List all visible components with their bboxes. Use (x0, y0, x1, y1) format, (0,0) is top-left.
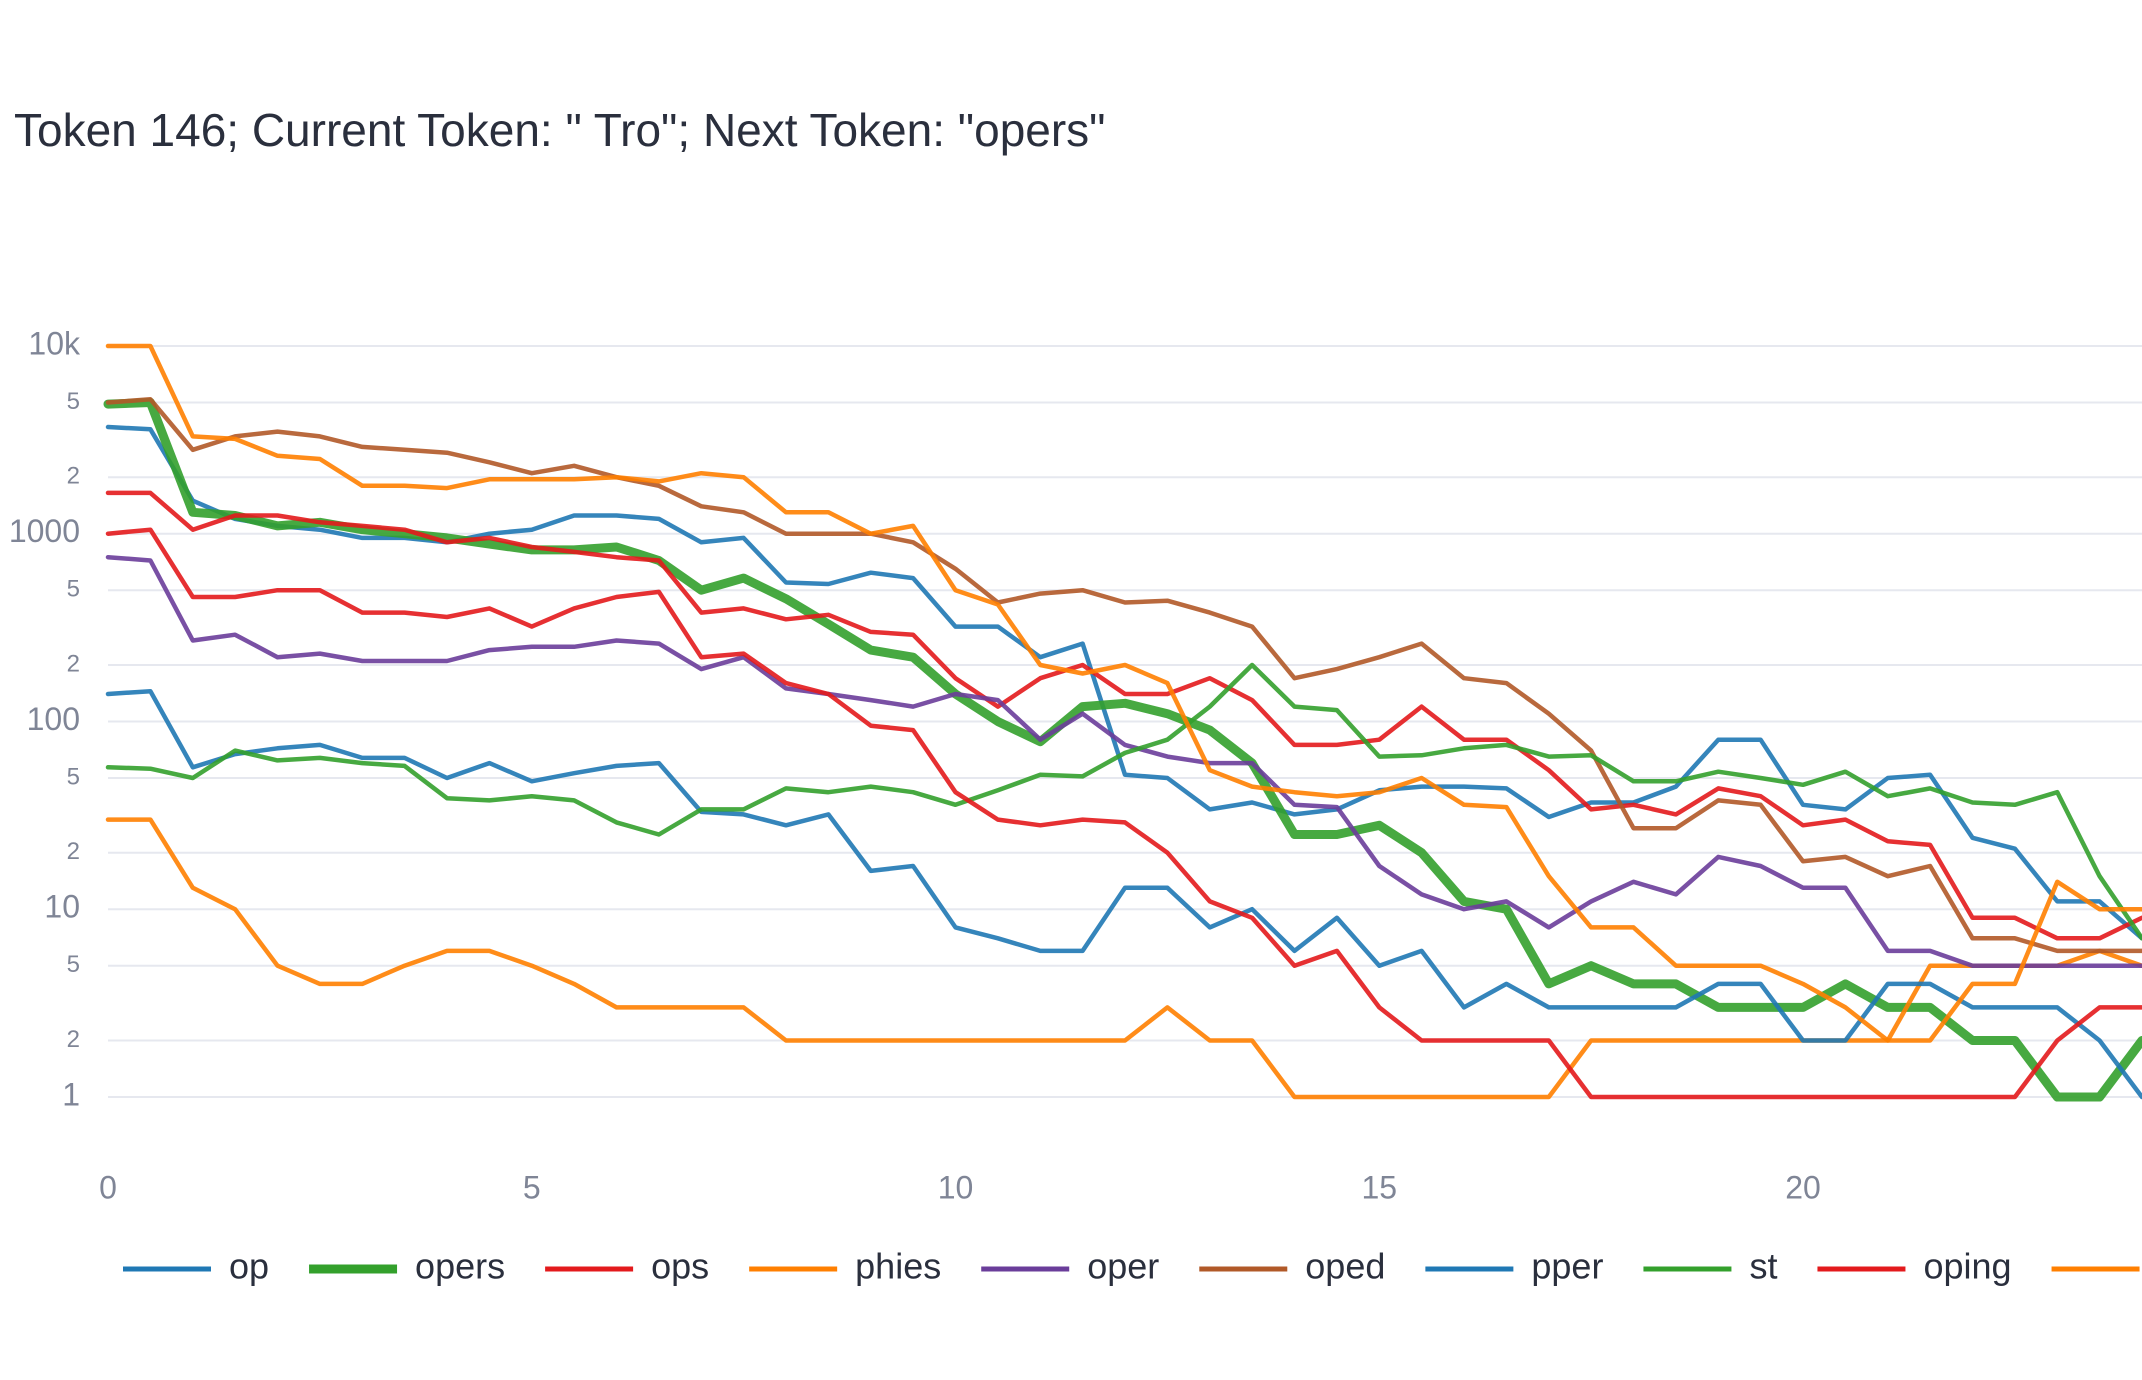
series-line (103, 398, 2142, 1102)
x-tick-label: 0 (99, 1169, 117, 1205)
y-tick-label: 1 (62, 1076, 80, 1112)
x-tick-label: 5 (523, 1169, 541, 1205)
series-line (105, 554, 2142, 968)
series-line (105, 490, 2142, 941)
legend-item[interactable]: t (2051, 1246, 2142, 1287)
legend-item[interactable]: pper (1425, 1246, 1603, 1287)
legend-label: st (1749, 1246, 1777, 1287)
y-tick-label: 2 (67, 838, 80, 865)
series-line (105, 343, 2142, 1043)
series-line (105, 397, 2142, 954)
legend-label: ops (651, 1246, 709, 1287)
y-tick-label: 100 (27, 701, 80, 737)
legend-label: phies (855, 1246, 941, 1287)
x-tick-label: 20 (1785, 1169, 1821, 1205)
legend-label: op (229, 1246, 269, 1287)
legend-item[interactable]: opers (309, 1246, 505, 1287)
y-tick-label: 2 (67, 650, 80, 677)
legend-label: oping (1923, 1246, 2011, 1287)
legend-item[interactable]: oper (981, 1246, 1159, 1287)
legend-item[interactable]: ops (545, 1246, 709, 1287)
y-tick-label: 5 (67, 388, 80, 415)
legend-label: oper (1087, 1246, 1159, 1287)
chart-title: Token 146; Current Token: " Tro"; Next T… (14, 104, 1106, 156)
x-tick-label: 10 (938, 1169, 974, 1205)
legend: op opers ops phies oper oped pper st opingt (123, 1246, 2142, 1287)
legend-item[interactable]: phies (749, 1246, 941, 1287)
legend-label: opers (415, 1246, 505, 1287)
y-tick-label: 10k (28, 325, 81, 361)
series-line (105, 424, 2142, 941)
legend-item[interactable]: oping (1817, 1246, 2012, 1287)
x-tick-label: 15 (1361, 1169, 1397, 1205)
y-tick-label: 5 (67, 763, 80, 790)
grid: 1 2 5 10 2 5 100 2 5 1000 2 5 10k 0 5 10 15 20 (9, 325, 2142, 1205)
y-tick-label: 5 (67, 951, 80, 978)
legend-item[interactable]: oped (1199, 1246, 1385, 1287)
y-tick-label: 1000 (9, 513, 80, 549)
y-tick-label: 5 (67, 576, 80, 603)
legend-item[interactable]: op (123, 1246, 269, 1287)
legend-label: pper (1531, 1246, 1603, 1287)
y-tick-label: 2 (67, 463, 80, 490)
series-line (105, 662, 2142, 941)
plot-lines (103, 343, 2142, 1102)
y-tick-label: 10 (44, 889, 80, 925)
y-tick-label: 2 (67, 1026, 80, 1053)
series-line (105, 817, 2142, 1100)
legend-label: oped (1305, 1246, 1385, 1287)
series-line (105, 688, 2142, 1100)
series-line (105, 527, 2142, 1100)
legend-item[interactable]: st (1643, 1246, 1777, 1287)
